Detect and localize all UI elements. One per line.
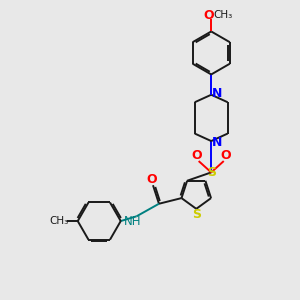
Text: NH: NH: [124, 215, 142, 228]
Text: O: O: [192, 149, 202, 162]
Text: CH₃: CH₃: [49, 216, 68, 226]
Text: S: S: [192, 208, 201, 221]
Text: O: O: [146, 173, 157, 186]
Text: O: O: [220, 149, 231, 162]
Text: N: N: [212, 136, 222, 149]
Text: O: O: [204, 9, 214, 22]
Text: N: N: [212, 87, 222, 100]
Text: S: S: [207, 166, 216, 179]
Text: CH₃: CH₃: [213, 10, 232, 20]
